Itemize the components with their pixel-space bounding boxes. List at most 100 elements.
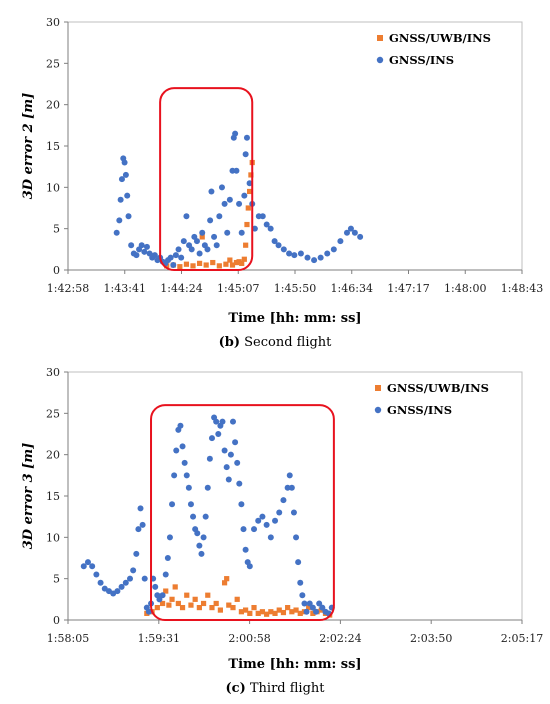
- data-point-circle: [303, 608, 310, 615]
- data-point-square: [289, 609, 295, 615]
- x-tick-label: 1:48:43: [501, 282, 543, 295]
- legend-label: GNSS/UWB/INS: [389, 31, 491, 45]
- y-tick-label: 20: [46, 99, 60, 112]
- data-point-circle: [311, 257, 318, 264]
- data-point-square: [210, 259, 216, 266]
- data-point-square: [310, 610, 316, 616]
- y-tick-label: 20: [46, 449, 60, 462]
- data-point-square: [190, 263, 196, 269]
- data-point-circle: [226, 196, 233, 203]
- series-gnss-uwb-ins: [164, 159, 255, 270]
- data-point-circle: [164, 555, 171, 561]
- plot-frame: [67, 371, 523, 621]
- legend-marker-circle: [374, 406, 382, 414]
- data-point-circle: [267, 534, 274, 541]
- x-tick-label: 1:44:24: [160, 282, 202, 295]
- y-tick-label: 0: [53, 614, 60, 627]
- legend: GNSS/UWB/INS GNSS/INS: [374, 381, 489, 417]
- data-point-square: [196, 605, 202, 611]
- y-tick-label: 5: [53, 223, 60, 236]
- data-point-square: [285, 605, 291, 611]
- data-point-circle: [179, 443, 186, 450]
- y-tick-label: 15: [46, 490, 60, 503]
- data-point-circle: [159, 592, 166, 599]
- data-point-circle: [271, 238, 278, 245]
- data-point-circle: [118, 583, 125, 590]
- data-point-square: [276, 607, 282, 613]
- data-point-circle: [118, 176, 125, 183]
- data-point-circle: [172, 252, 179, 259]
- data-point-circle: [219, 418, 226, 425]
- data-point-circle: [223, 464, 230, 471]
- data-point-circle: [180, 238, 187, 245]
- legend-marker-circle: [376, 56, 384, 64]
- data-point-circle: [138, 242, 145, 249]
- data-point-circle: [114, 588, 121, 595]
- data-point-circle: [343, 229, 350, 236]
- data-point-circle: [143, 243, 150, 250]
- data-point-circle: [284, 484, 291, 491]
- x-tick-label: 1:59:31: [138, 632, 180, 645]
- data-point-square: [213, 600, 219, 607]
- data-point-circle: [151, 252, 158, 259]
- x-tick-label: 1:58:05: [47, 632, 89, 645]
- x-tick-label: 1:48:00: [444, 282, 486, 295]
- data-point-circle: [295, 559, 302, 566]
- data-point-square: [223, 261, 229, 267]
- y-tick-label: 25: [46, 407, 60, 420]
- data-point-square: [209, 605, 215, 611]
- y-tick-label: 5: [53, 573, 60, 586]
- data-point-square: [169, 596, 175, 602]
- x-tick-label: 2:00:58: [228, 632, 270, 645]
- data-point-square: [306, 605, 312, 611]
- data-point-circle: [221, 200, 228, 207]
- chart-third-flight: 0 5 10 15 20 25 30 1:58:05 1:59:31 2:00:58 2:02:24…: [21, 366, 543, 696]
- data-point-circle: [122, 579, 129, 586]
- figure-caption: (c) Third flight: [226, 681, 326, 696]
- data-point-circle: [255, 517, 262, 524]
- data-point-circle: [297, 250, 304, 257]
- data-point-circle: [199, 229, 206, 236]
- y-axis-label: 3D error 2 [m]: [21, 93, 36, 200]
- data-point-circle: [175, 246, 182, 253]
- data-point-circle: [238, 229, 245, 236]
- data-point-circle: [198, 550, 205, 557]
- data-point-circle: [173, 447, 180, 454]
- data-point-circle: [347, 225, 354, 232]
- legend-marker-square: [375, 385, 381, 391]
- data-point-square: [226, 602, 232, 608]
- chart-second-flight: 0 5 10 15 20 25 30 1:42:58 1:43:41 1:44:24 1:45:07…: [21, 16, 543, 350]
- data-point-circle: [193, 238, 200, 245]
- data-point-square: [166, 602, 172, 608]
- data-point-circle: [232, 439, 239, 446]
- data-point-circle: [156, 596, 163, 603]
- series-gnss-ins: [80, 414, 335, 617]
- data-point-circle: [145, 608, 152, 615]
- data-point-circle: [276, 509, 283, 516]
- data-point-square: [264, 611, 270, 617]
- data-point-circle: [313, 608, 320, 615]
- highlight-box: [150, 404, 335, 621]
- data-point-circle: [259, 213, 266, 220]
- y-axis-label: 3D error 3 [m]: [21, 443, 36, 550]
- data-point-circle: [293, 534, 300, 541]
- data-point-square: [217, 607, 223, 613]
- data-point-circle: [232, 130, 239, 137]
- legend-marker-square: [377, 35, 383, 41]
- data-point-circle: [187, 501, 194, 508]
- data-point-circle: [97, 579, 104, 586]
- data-point-square: [239, 260, 245, 266]
- data-point-circle: [207, 217, 214, 224]
- data-point-circle: [113, 229, 120, 236]
- data-point-circle: [171, 472, 178, 479]
- data-point-circle: [259, 513, 266, 520]
- data-point-circle: [280, 497, 287, 504]
- data-point-circle: [225, 476, 232, 483]
- data-point-circle: [177, 422, 184, 429]
- data-point-circle: [316, 600, 323, 607]
- y-tick-label: 0: [53, 264, 60, 277]
- data-point-square: [227, 257, 233, 263]
- data-point-circle: [218, 184, 225, 191]
- data-point-circle: [263, 521, 270, 528]
- data-point-circle: [141, 248, 148, 255]
